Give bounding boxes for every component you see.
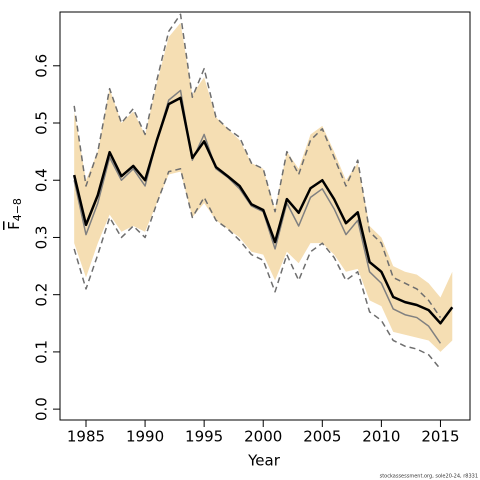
- y-tick-label: 0.1: [33, 340, 51, 364]
- x-tick-label: 1990: [126, 428, 164, 446]
- x-tick-label: 1985: [67, 428, 105, 446]
- footnote: stockassessment.org, sole20-24, r8331: [380, 474, 478, 480]
- y-tick-label: 0.0: [33, 397, 51, 421]
- x-tick-label: 2005: [303, 428, 341, 446]
- series-line: [73, 13, 442, 318]
- x-axis-label: Year: [247, 452, 281, 470]
- x-tick-label: 2000: [244, 428, 282, 446]
- y-tick-label: 0.3: [33, 226, 51, 250]
- series-line: [73, 168, 442, 370]
- y-tick-label: 0.4: [33, 168, 51, 192]
- y-tick-label: 0.6: [33, 54, 51, 78]
- series-line: [73, 89, 442, 344]
- x-tick-label: 1995: [185, 428, 223, 446]
- y-tick-label: 0.5: [33, 111, 51, 135]
- y-tick-label: 0.2: [33, 283, 51, 307]
- series-line: [72, 96, 454, 325]
- confidence-band: [74, 22, 453, 352]
- x-tick-label: 2010: [362, 428, 400, 446]
- x-tick-label: 2015: [421, 428, 459, 446]
- y-axis-label: F4−8: [5, 198, 25, 230]
- y-axis-label-sub: 4−8: [11, 198, 24, 221]
- plot-frame: [59, 11, 471, 421]
- y-axis-label-main: F: [5, 221, 23, 230]
